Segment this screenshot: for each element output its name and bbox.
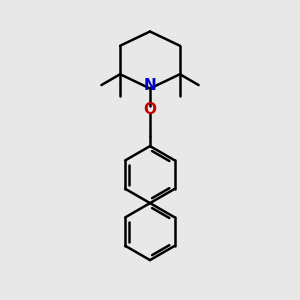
Text: N: N bbox=[144, 78, 156, 93]
Text: O: O bbox=[143, 102, 157, 117]
